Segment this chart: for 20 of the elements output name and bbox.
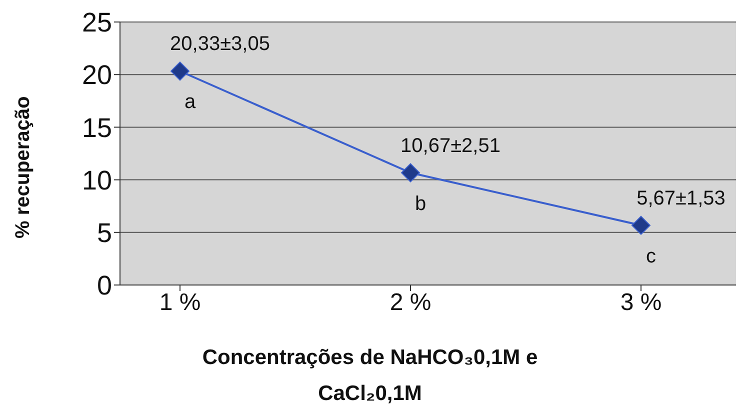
annotation: b (414, 192, 426, 215)
y-tick-label: 15 (82, 112, 112, 143)
x-tick-label: 2 % (390, 289, 432, 316)
annotation: 20,33±3,05 (170, 33, 270, 56)
x-tick-label: 1 % (159, 289, 201, 316)
y-tick-label: 20 (82, 60, 112, 90)
annotation: c (646, 245, 656, 268)
annotation: a (184, 91, 196, 114)
annotation: 5,67±1,53 (636, 187, 726, 210)
y-tick-label: 25 (82, 8, 112, 38)
point (170, 62, 190, 81)
annotation: 10,67±2,51 (400, 134, 500, 157)
x-tick-label: 3 % (620, 289, 662, 316)
y-tick-label: 0 (96, 270, 112, 301)
y-tick-label: 10 (82, 165, 112, 196)
x-axis-title: Concentrações de NaHCO₃0,1M e CaCl₂0,1M (201, 345, 539, 407)
y-axis-title: % recuperação (12, 96, 34, 238)
y-tick-label: 5 (96, 218, 112, 248)
point (632, 216, 650, 235)
point (401, 163, 420, 182)
